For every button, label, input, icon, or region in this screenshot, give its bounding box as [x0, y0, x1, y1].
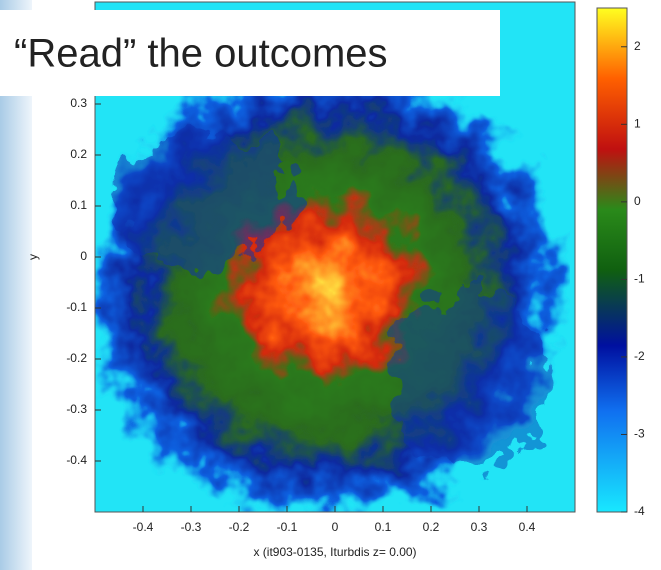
colorbar-tick-label: -3: [634, 427, 645, 441]
colorbar: [596, 7, 628, 513]
y-tick-label: -0.2: [66, 351, 87, 365]
y-tick-label: -0.4: [66, 453, 87, 467]
colorbar-tick-label: -4: [634, 504, 645, 518]
colorbar-tick-label: -1: [634, 272, 645, 286]
x-tick-label: 0.4: [519, 520, 536, 534]
x-tick-label: 0.1: [375, 520, 392, 534]
annotation-box: [0, 10, 500, 96]
x-axis-label: x (it903-0135, Iturbdis z= 0.00): [253, 545, 416, 559]
colorbar-tick-label: -2: [634, 349, 645, 363]
colorbar-tick-label: 0: [634, 194, 641, 208]
y-tick-label: -0.1: [66, 300, 87, 314]
y-tick-label: 0.1: [70, 198, 87, 212]
x-tick-label: 0.3: [471, 520, 488, 534]
y-tick-label: 0.3: [70, 96, 87, 110]
x-tick-label: 0.2: [423, 520, 440, 534]
y-tick-label: -0.3: [66, 402, 87, 416]
colorbar-tick-label: 1: [634, 116, 641, 130]
x-tick-label: 0: [332, 520, 339, 534]
x-tick-label: -0.2: [229, 520, 250, 534]
annotation: “Read” the outcomes: [14, 32, 388, 76]
x-tick-label: -0.1: [277, 520, 298, 534]
x-tick-label: -0.4: [133, 520, 154, 534]
colorbar-tick-label: 2: [634, 39, 641, 53]
y-tick-label: 0: [80, 249, 87, 263]
y-tick-label: 0.2: [70, 147, 87, 161]
x-tick-label: -0.3: [181, 520, 202, 534]
y-axis-label: y: [26, 254, 40, 260]
